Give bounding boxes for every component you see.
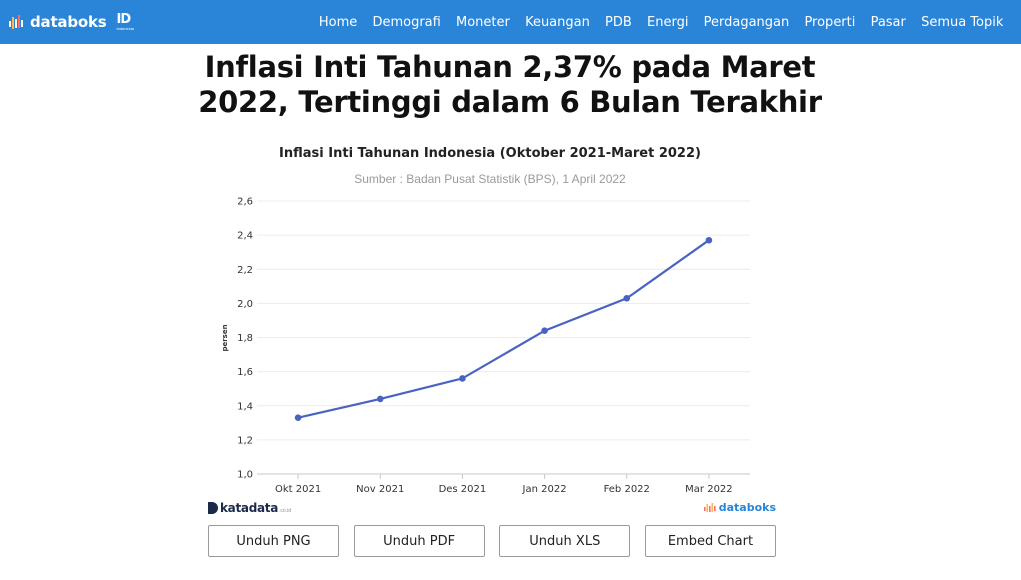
nav-item-properti[interactable]: Properti: [804, 14, 856, 30]
x-tick-label: Des 2021: [439, 484, 487, 495]
download-buttons: Unduh PNG Unduh PDF Unduh XLS Embed Char…: [208, 525, 776, 557]
nav-item-demografi[interactable]: Demografi: [372, 14, 441, 30]
x-axis-ticks: Okt 2021 Nov 2021 Des 2021 Jan 2022 Feb 2022…: [275, 474, 733, 495]
data-points: [294, 236, 713, 421]
y-tick-label: 1,4: [237, 401, 253, 412]
y-tick-label: 2,4: [237, 231, 253, 242]
y-tick-label: 1,6: [237, 367, 253, 378]
chart-title: Inflasi Inti Tahunan Indonesia (Oktober …: [279, 146, 701, 161]
brand-logo[interactable]: databoks ID Indonesia: [8, 13, 134, 31]
page-title: Inflasi Inti Tahunan 2,37% pada Maret 20…: [198, 50, 822, 119]
data-point[interactable]: [294, 414, 302, 421]
embed-chart-button[interactable]: Embed Chart: [644, 525, 776, 557]
brand-name: databoks: [30, 13, 107, 31]
download-xls-button[interactable]: Unduh XLS: [499, 525, 631, 557]
x-tick-label: Okt 2021: [275, 484, 321, 495]
top-navbar: databoks ID Indonesia Home Demografi Mon…: [0, 0, 1021, 44]
brand-badge-text: ID: [116, 12, 132, 27]
series-line: [297, 239, 710, 419]
line-chart: Inflasi Inti Tahunan Indonesia (Oktober …: [195, 135, 795, 520]
databoks-mark-icon: [703, 502, 716, 512]
y-tick-label: 1,8: [237, 333, 253, 344]
katadata-logo-text: katadata: [220, 501, 279, 515]
grid-lines: [257, 200, 750, 475]
nav-item-semua-topik[interactable]: Semua Topik: [921, 14, 1004, 30]
x-tick-label: Nov 2021: [356, 484, 404, 495]
y-tick-label: 2,0: [237, 299, 253, 310]
katadata-logo-icon: [208, 502, 218, 514]
data-point[interactable]: [376, 395, 384, 403]
nav-item-home[interactable]: Home: [318, 14, 358, 30]
data-point[interactable]: [459, 375, 466, 382]
chart-footer: katadata .co.id databoks: [208, 500, 776, 518]
y-tick-label: 1,0: [237, 470, 253, 481]
y-axis-ticks: 1,0 1,2 1,4 1,6 1,8 2,0 2,2 2,4 2,6: [237, 197, 253, 481]
databoks-logo-icon: [9, 15, 23, 29]
databoks-footer-logo: databoks: [703, 501, 776, 514]
main-nav: Home Demografi Moneter Keuangan PDB Ener…: [311, 15, 1011, 30]
y-tick-label: 1,2: [237, 435, 253, 446]
data-point[interactable]: [623, 294, 631, 302]
katadata-logo-suffix: .co.id: [279, 507, 291, 514]
y-axis-label: persen: [221, 324, 229, 351]
brand-badge-sub: Indonesia: [116, 26, 134, 31]
y-tick-label: 2,6: [237, 197, 253, 208]
nav-item-moneter[interactable]: Moneter: [456, 14, 510, 30]
x-tick-label: Jan 2022: [522, 484, 567, 495]
nav-item-keuangan[interactable]: Keuangan: [525, 14, 590, 30]
nav-item-pdb[interactable]: PDB: [605, 14, 632, 30]
y-tick-label: 2,2: [237, 265, 253, 276]
download-png-button[interactable]: Unduh PNG: [208, 525, 339, 557]
data-point[interactable]: [541, 327, 548, 334]
nav-item-energi[interactable]: Energi: [647, 14, 689, 30]
databoks-footer-text: databoks: [718, 501, 776, 514]
x-tick-label: Mar 2022: [685, 484, 733, 495]
katadata-logo: katadata .co.id: [208, 501, 291, 515]
chart-subtitle: Sumber : Badan Pusat Statistik (BPS), 1 …: [354, 172, 626, 186]
nav-item-perdagangan[interactable]: Perdagangan: [703, 14, 790, 30]
x-tick-label: Feb 2022: [604, 484, 650, 495]
chart-svg: Inflasi Inti Tahunan Indonesia (Oktober …: [221, 146, 750, 495]
brand-badge: ID Indonesia: [117, 13, 134, 31]
download-pdf-button[interactable]: Unduh PDF: [353, 525, 485, 557]
nav-item-pasar[interactable]: Pasar: [870, 14, 906, 30]
data-point[interactable]: [705, 236, 713, 244]
